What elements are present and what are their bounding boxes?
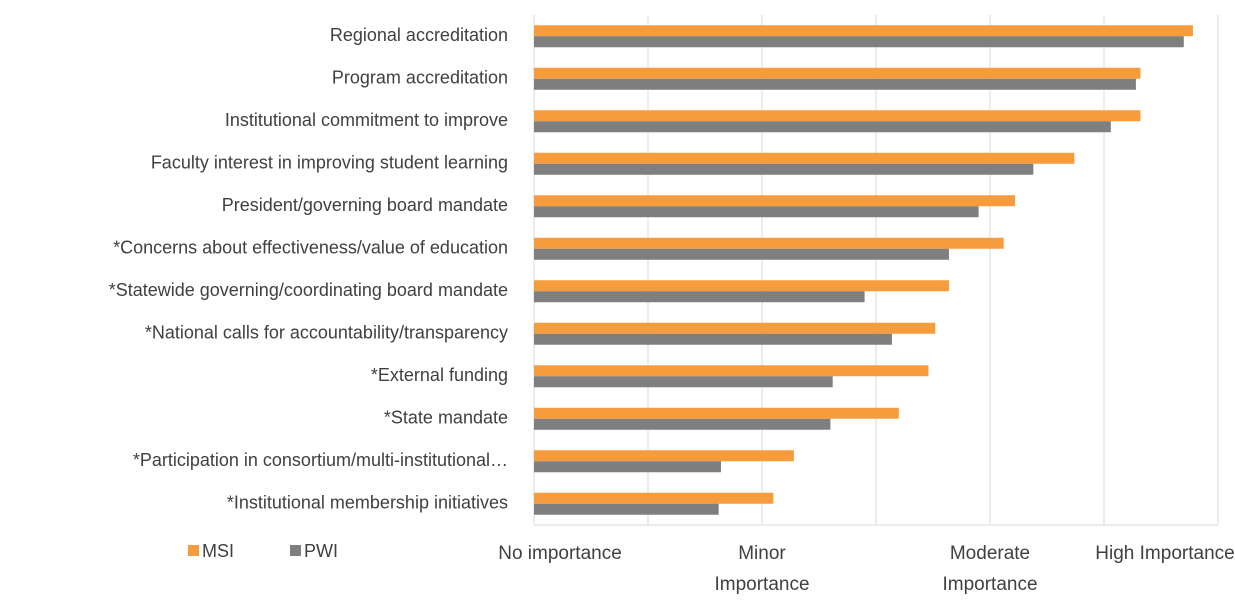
bar xyxy=(534,67,1141,79)
y-tick-label: *Concerns about effectiveness/value of e… xyxy=(113,238,508,258)
y-tick-label: Faculty interest in improving student le… xyxy=(151,153,508,173)
legend-swatch xyxy=(290,545,301,556)
bar xyxy=(534,503,719,515)
bar xyxy=(534,110,1141,122)
y-tick-label: Program accreditation xyxy=(332,68,508,88)
y-tick-label: *Institutional membership initiatives xyxy=(227,493,508,513)
bar xyxy=(534,25,1193,37)
bar xyxy=(534,418,831,430)
bar xyxy=(534,407,899,419)
bar xyxy=(534,365,929,377)
x-tick-label: No importance xyxy=(498,543,622,564)
bar xyxy=(534,206,979,218)
bar xyxy=(534,121,1111,133)
legend-swatch xyxy=(188,545,199,556)
legend-label: PWI xyxy=(304,541,338,561)
y-tick-label: President/governing board mandate xyxy=(222,195,508,215)
bar xyxy=(534,152,1075,164)
legend-label: MSI xyxy=(202,541,234,561)
bar xyxy=(534,492,774,504)
y-tick-label: *National calls for accountability/trans… xyxy=(145,323,508,343)
y-tick-label: *State mandate xyxy=(384,408,508,428)
bar xyxy=(534,78,1136,90)
bar xyxy=(534,163,1034,175)
bar xyxy=(534,237,1004,249)
bar xyxy=(534,36,1184,48)
bar xyxy=(534,376,833,388)
y-tick-label: Regional accreditation xyxy=(330,25,508,45)
bar xyxy=(534,322,936,334)
y-tick-label: *Participation in consortium/multi-insti… xyxy=(133,450,508,470)
bar xyxy=(534,450,794,462)
bar xyxy=(534,195,1016,207)
y-tick-label: *Statewide governing/coordinating board … xyxy=(109,280,508,300)
bar xyxy=(534,248,949,260)
bar xyxy=(534,461,721,473)
y-tick-label: *External funding xyxy=(371,365,508,385)
y-tick-label: Institutional commitment to improve xyxy=(225,110,508,130)
bar xyxy=(534,280,949,292)
x-tick-label: Moderate Importance xyxy=(942,543,1038,595)
x-tick-label: High Importance xyxy=(1095,543,1235,564)
bar xyxy=(534,291,865,303)
bar xyxy=(534,333,892,345)
x-tick-label: Minor Importance xyxy=(714,543,810,595)
